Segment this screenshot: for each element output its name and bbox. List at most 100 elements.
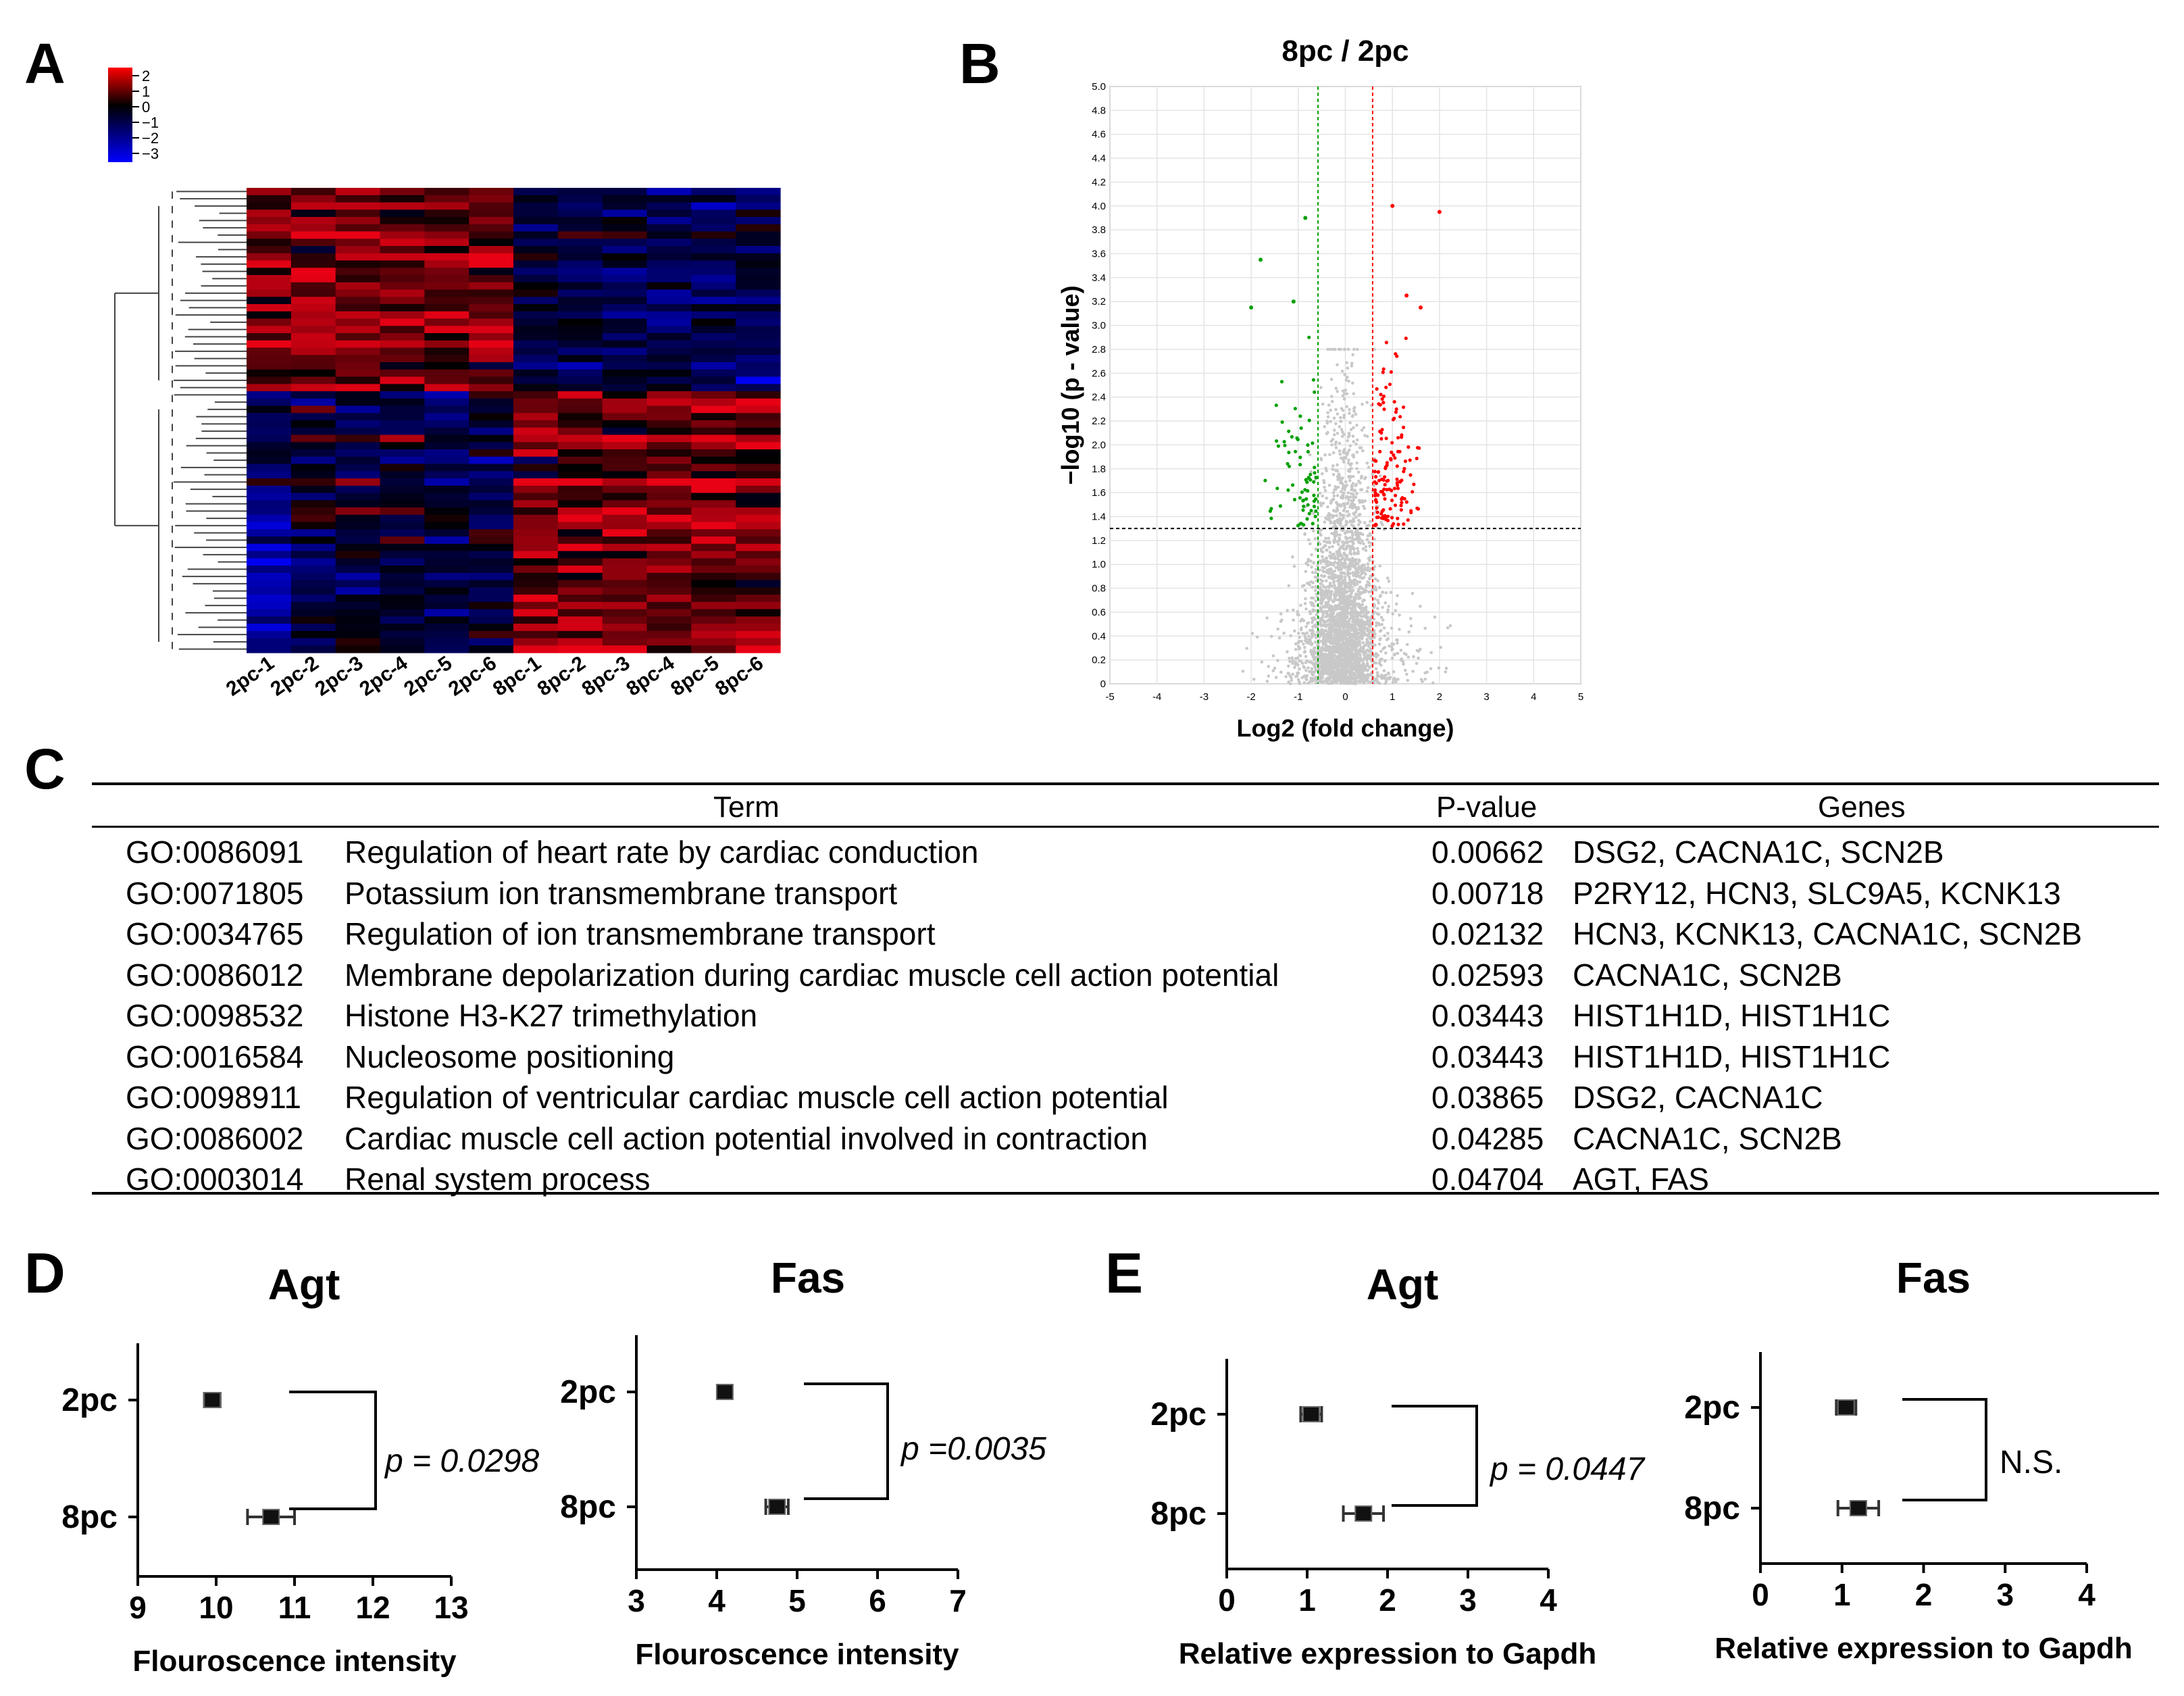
heatmap-cell: [380, 224, 425, 232]
heatmap-cell: [513, 282, 559, 291]
up-regulated-point: [1390, 441, 1394, 445]
go-pvalue: 0.02132: [1431, 916, 1544, 951]
significance-annotation: p =0.0035: [900, 1431, 1046, 1467]
heatmap-cell: [691, 514, 736, 523]
heatmap-cell: [513, 464, 559, 472]
heatmap-cell: [247, 551, 292, 559]
heatmap-cell: [691, 645, 736, 653]
go-term: Cardiac muscle cell action potential inv…: [345, 1120, 1148, 1156]
heatmap-cell: [469, 347, 514, 355]
heatmap-cell: [602, 239, 648, 247]
nonsig-point: [1348, 643, 1352, 647]
heatmap-cell: [424, 630, 469, 639]
up-regulated-point: [1389, 370, 1393, 374]
nonsig-point: [1329, 626, 1333, 630]
nonsig-point: [1347, 605, 1350, 609]
nonsig-point: [1320, 602, 1323, 605]
heatmap-cell: [247, 420, 292, 428]
heatmap-cell: [557, 391, 603, 399]
heatmap-cell: [380, 537, 425, 545]
down-regulated-point: [1300, 490, 1304, 495]
heatmap-cell: [602, 609, 648, 617]
heatmap-cell: [335, 645, 381, 653]
heatmap-cell: [513, 209, 559, 218]
heatmap-cell: [646, 318, 692, 326]
heatmap-cell: [247, 384, 292, 392]
heatmap-cell: [736, 638, 781, 646]
heatmap-cell: [646, 537, 692, 545]
nonsig-point: [1373, 678, 1377, 682]
up-regulated-point: [1411, 490, 1415, 494]
heatmap-cell: [424, 507, 469, 516]
heatmap-cell: [557, 297, 603, 305]
heatmap-cell: [557, 507, 603, 516]
nonsig-point: [1335, 514, 1338, 518]
nonsig-point: [1341, 430, 1344, 434]
up-regulated-point: [1399, 503, 1403, 507]
heatmap-cell: [646, 566, 692, 574]
nonsig-point: [1325, 655, 1329, 659]
nonsig-point: [1313, 666, 1317, 670]
nonsig-point: [1367, 541, 1371, 545]
nonsig-point: [1343, 531, 1347, 535]
heatmap-cell: [736, 347, 781, 355]
heatmap-cell: [513, 537, 559, 545]
heatmap-cell: [424, 326, 469, 334]
down-regulated-point: [1307, 335, 1311, 339]
nonsig-point: [1333, 670, 1336, 674]
heatmap-cell: [380, 442, 425, 450]
heatmap-cell: [736, 543, 781, 552]
heatmap-cell: [424, 580, 469, 588]
heatmap-cell: [424, 645, 469, 653]
heatmap-cell: [247, 442, 292, 450]
nonsig-point: [1330, 620, 1334, 623]
down-regulated-point: [1291, 483, 1295, 487]
nonsig-point: [1347, 626, 1351, 629]
heatmap-cell: [691, 601, 736, 610]
heatmap-cell: [646, 239, 692, 247]
heatmap-cell: [424, 355, 469, 363]
heatmap-cell: [247, 246, 292, 254]
nonsig-point: [1364, 632, 1367, 637]
down-regulated-point: [1290, 434, 1294, 439]
header-pvalue: P-value: [1436, 791, 1538, 824]
nonsig-point: [1343, 584, 1347, 589]
category-label: 2pc: [560, 1374, 616, 1410]
nonsig-point: [1346, 439, 1349, 443]
nonsig-point: [1334, 632, 1338, 637]
heatmap-cell: [469, 333, 514, 341]
heatmap-cell: [247, 253, 292, 261]
nonsig-point: [1358, 580, 1362, 584]
x-tick-label: 5: [788, 1583, 806, 1618]
heatmap-cell: [736, 391, 781, 399]
nonsig-point: [1315, 613, 1319, 617]
heatmap-cell: [335, 275, 381, 283]
nonsig-point: [1429, 651, 1433, 655]
nonsig-point: [1271, 654, 1275, 657]
nonsig-point: [1335, 550, 1339, 553]
heatmap-cell: [335, 405, 381, 414]
up-regulated-point: [1409, 510, 1413, 515]
nonsig-point: [1330, 570, 1334, 573]
nonsig-point: [1365, 568, 1369, 572]
table-row: GO:0086012 Membrane depolarization during…: [92, 957, 2159, 997]
heatmap-cell: [469, 507, 514, 516]
nonsig-point: [1347, 647, 1351, 651]
category-label: 2pc: [1150, 1397, 1207, 1432]
heatmap-cell: [290, 195, 336, 203]
up-regulated-point: [1404, 336, 1408, 341]
heatmap-cell: [247, 572, 292, 581]
heatmap-cell: [424, 595, 469, 603]
nonsig-point: [1309, 637, 1312, 641]
heatmap-cell: [424, 514, 469, 523]
nonsig-point: [1326, 514, 1329, 518]
heatmap-cell: [513, 485, 559, 494]
nonsig-point: [1334, 441, 1338, 444]
heatmap-cell: [557, 420, 603, 428]
nonsig-point: [1334, 469, 1338, 472]
nonsig-point: [1319, 501, 1322, 505]
up-regulated-point: [1381, 492, 1386, 497]
nonsig-point: [1348, 589, 1352, 593]
heatmap-cell: [736, 326, 781, 334]
